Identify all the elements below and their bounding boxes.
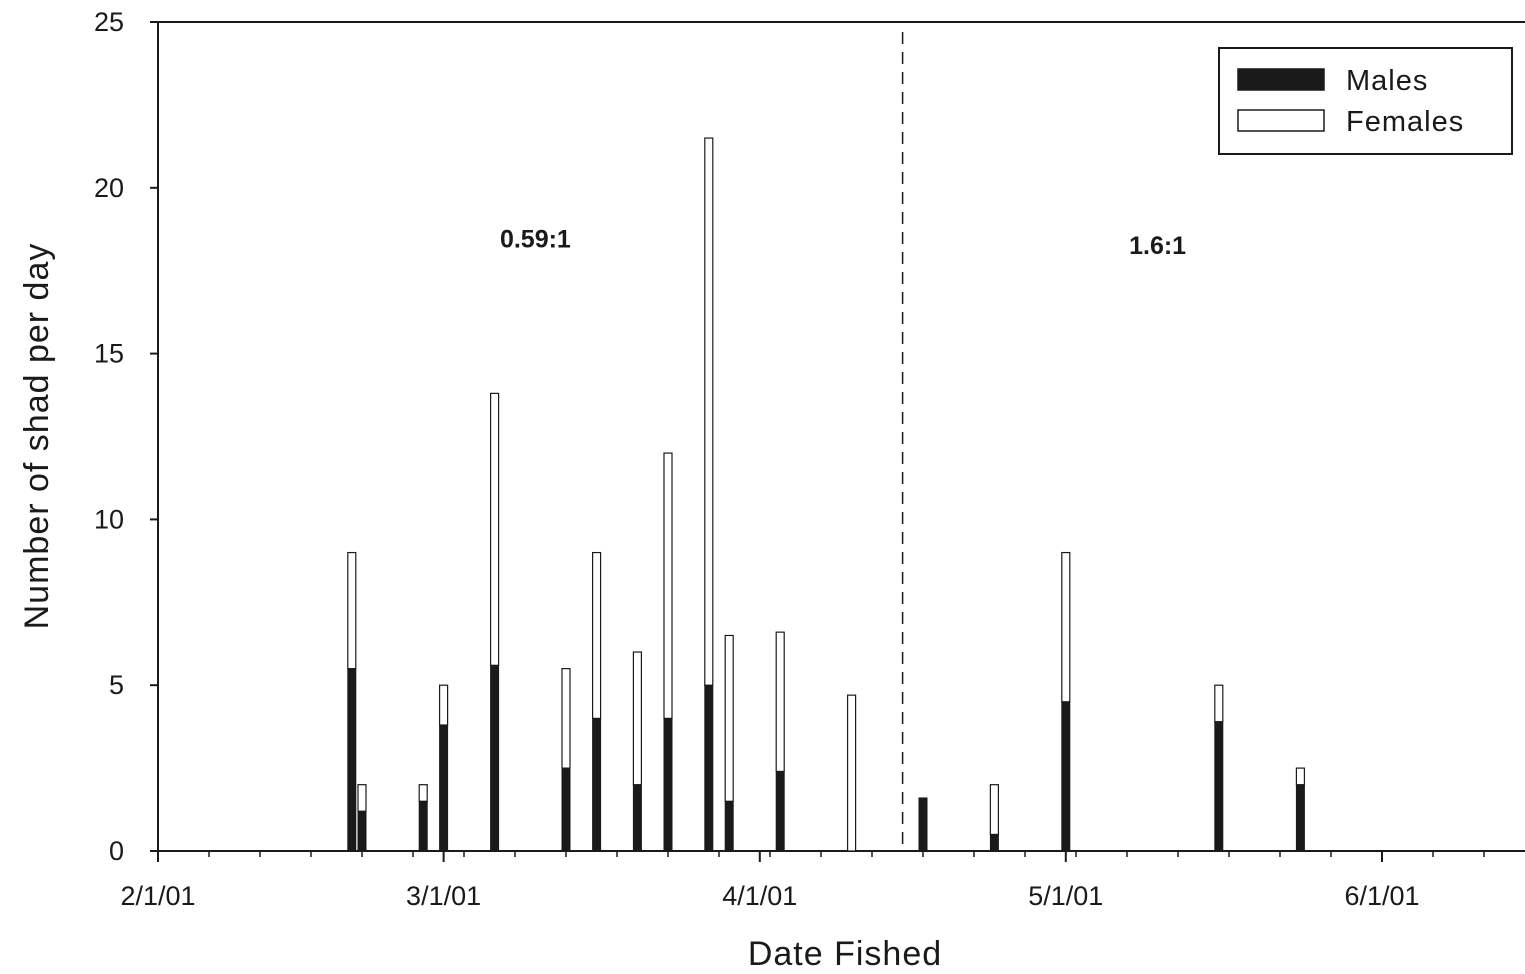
bar-females xyxy=(663,452,673,719)
bar-females xyxy=(1214,684,1224,723)
y-tick-label: 15 xyxy=(94,339,124,369)
x-tick-label: 5/1/01 xyxy=(1028,881,1103,911)
x-axis-title: Date Fished xyxy=(748,935,942,973)
bar-males xyxy=(490,664,500,852)
bar-females xyxy=(418,784,428,802)
x-tick-label: 2/1/01 xyxy=(120,881,195,911)
bar-females xyxy=(846,694,857,852)
bar-females xyxy=(989,784,1000,836)
ratio-annotation-right: 1.6:1 xyxy=(1129,232,1186,260)
legend-label-females: Females xyxy=(1346,106,1464,138)
bar-males xyxy=(724,800,734,852)
bar-males xyxy=(632,784,642,852)
bar-males xyxy=(439,724,449,852)
bar-males xyxy=(1061,701,1071,852)
bars xyxy=(347,137,1306,852)
bar-females xyxy=(775,631,785,773)
ratio-annotation-left: 0.59:1 xyxy=(500,225,571,253)
y-tick-label: 5 xyxy=(109,670,124,700)
legend-swatch-females xyxy=(1237,109,1325,132)
x-tick-label: 6/1/01 xyxy=(1344,881,1419,911)
y-tick-label: 0 xyxy=(109,836,124,866)
bar-males xyxy=(418,800,428,852)
x-ticks: 2/1/01 3/1/01 4/1/01 5/1/01 6/1/01 xyxy=(120,851,1485,911)
bar-females xyxy=(490,392,500,666)
y-tick-label: 25 xyxy=(94,7,124,37)
bar-males xyxy=(989,833,999,852)
y-tick-label: 20 xyxy=(94,173,124,203)
bar-males xyxy=(561,767,571,852)
bar-males xyxy=(663,717,673,852)
bar-females xyxy=(439,684,449,726)
bar-females xyxy=(357,784,367,812)
legend-swatch-males xyxy=(1237,68,1325,91)
bar-females xyxy=(1295,767,1306,786)
bar-males xyxy=(357,810,367,852)
bar-females xyxy=(561,668,571,769)
bar-males xyxy=(704,684,714,852)
bar-males xyxy=(1214,721,1224,852)
bar-females xyxy=(704,137,714,686)
legend-box xyxy=(1218,47,1513,155)
y-axis-title: Number of shad per day xyxy=(18,243,56,630)
bar-females xyxy=(1061,551,1071,703)
x-tick-label: 3/1/01 xyxy=(406,881,481,911)
bar-males xyxy=(347,668,357,852)
legend: Males Females xyxy=(1218,47,1513,155)
y-tick-label: 10 xyxy=(94,504,124,534)
bar-males xyxy=(1295,784,1305,852)
x-tick-label: 4/1/01 xyxy=(722,881,797,911)
bar-males xyxy=(918,797,928,852)
bar-males xyxy=(775,770,785,852)
bar-females xyxy=(591,551,602,719)
bar-males xyxy=(592,717,602,852)
bar-females xyxy=(347,551,357,670)
bar-females xyxy=(632,651,643,786)
y-ticks: 0 5 10 15 20 25 xyxy=(94,7,158,866)
bar-females xyxy=(724,634,734,802)
legend-label-males: Males xyxy=(1346,65,1428,97)
